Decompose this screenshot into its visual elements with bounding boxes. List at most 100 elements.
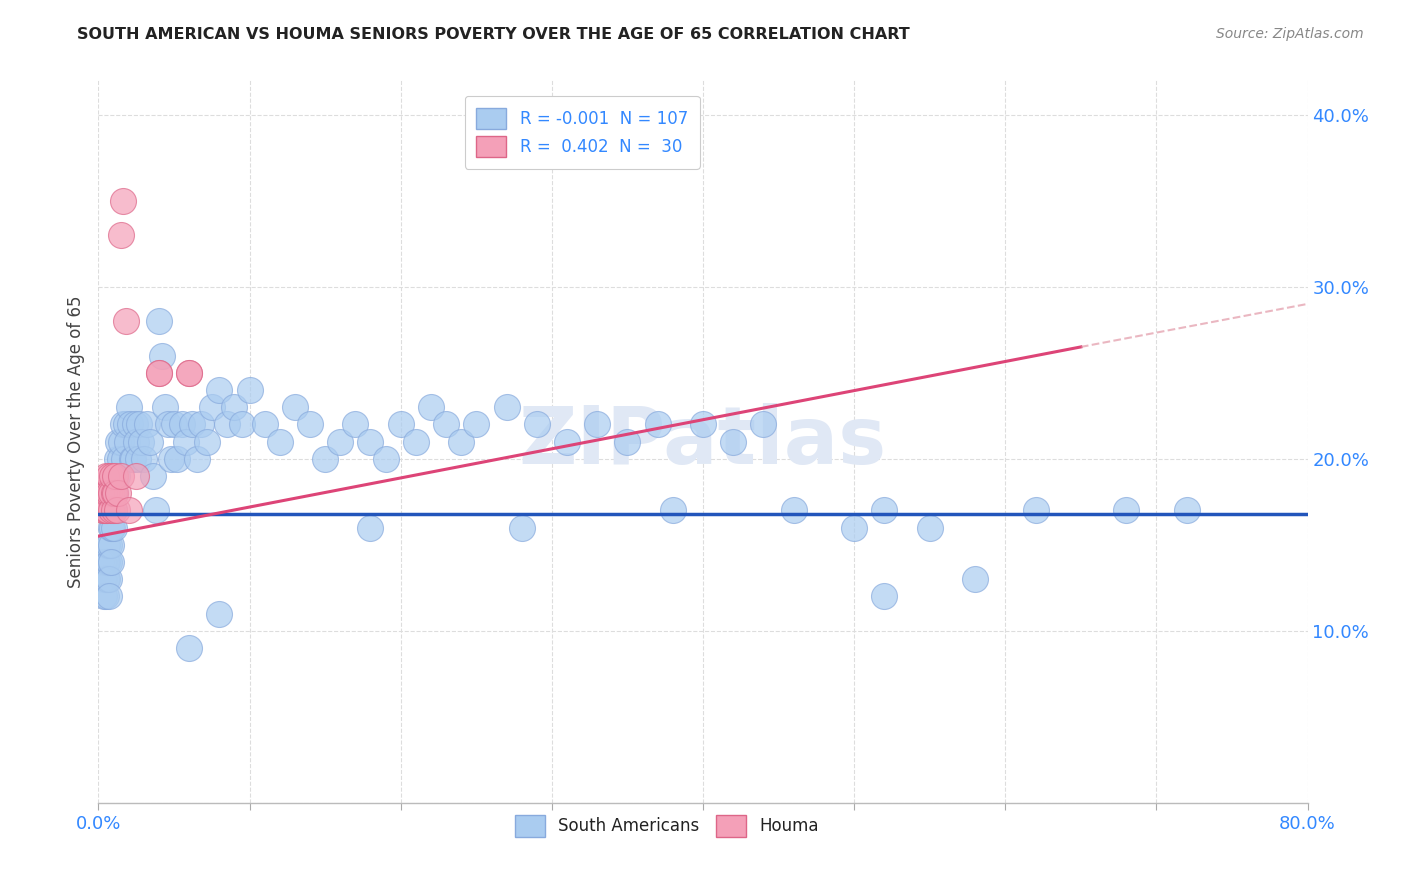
- Point: [166, 451, 188, 466]
- Point: [156, 417, 179, 432]
- Point: [374, 451, 396, 466]
- Point: [129, 434, 152, 449]
- Point: [284, 400, 307, 414]
- Point: [107, 486, 129, 500]
- Point: [110, 434, 132, 449]
- Point: [100, 538, 122, 552]
- Point: [104, 469, 127, 483]
- Point: [110, 469, 132, 483]
- Point: [124, 417, 146, 432]
- Point: [103, 520, 125, 534]
- Point: [179, 640, 201, 655]
- Point: [148, 366, 170, 380]
- Point: [125, 434, 148, 449]
- Point: [783, 503, 806, 517]
- Point: [103, 503, 125, 517]
- Point: [692, 417, 714, 432]
- Point: [495, 400, 517, 414]
- Point: [128, 417, 150, 432]
- Point: [510, 520, 533, 534]
- Point: [107, 434, 129, 449]
- Point: [465, 417, 488, 432]
- Point: [94, 486, 117, 500]
- Point: [844, 520, 866, 534]
- Point: [104, 486, 127, 500]
- Point: [110, 228, 132, 243]
- Point: [186, 451, 208, 466]
- Point: [100, 486, 122, 500]
- Point: [101, 503, 124, 517]
- Point: [122, 451, 145, 466]
- Point: [153, 400, 176, 414]
- Point: [344, 417, 367, 432]
- Point: [91, 572, 114, 586]
- Point: [100, 520, 122, 534]
- Point: [105, 451, 128, 466]
- Point: [93, 590, 115, 604]
- Point: [148, 366, 170, 380]
- Text: Source: ZipAtlas.com: Source: ZipAtlas.com: [1216, 27, 1364, 41]
- Point: [208, 383, 231, 397]
- Point: [208, 607, 231, 621]
- Point: [555, 434, 578, 449]
- Point: [179, 366, 201, 380]
- Point: [93, 486, 115, 500]
- Point: [132, 451, 155, 466]
- Point: [389, 417, 412, 432]
- Point: [111, 194, 134, 208]
- Point: [360, 520, 382, 534]
- Point: [127, 451, 149, 466]
- Point: [96, 572, 118, 586]
- Point: [94, 555, 117, 569]
- Point: [1115, 503, 1137, 517]
- Point: [104, 486, 127, 500]
- Point: [114, 314, 136, 328]
- Point: [723, 434, 745, 449]
- Point: [90, 555, 112, 569]
- Point: [121, 451, 143, 466]
- Point: [93, 503, 115, 517]
- Point: [139, 434, 162, 449]
- Point: [103, 486, 125, 500]
- Point: [103, 503, 125, 517]
- Point: [98, 486, 121, 500]
- Point: [873, 503, 896, 517]
- Point: [120, 417, 142, 432]
- Point: [420, 400, 443, 414]
- Point: [118, 400, 141, 414]
- Point: [224, 400, 246, 414]
- Y-axis label: Seniors Poverty Over the Age of 65: Seniors Poverty Over the Age of 65: [66, 295, 84, 588]
- Point: [125, 469, 148, 483]
- Point: [105, 503, 128, 517]
- Point: [239, 383, 262, 397]
- Point: [98, 590, 121, 604]
- Point: [114, 417, 136, 432]
- Point: [195, 434, 218, 449]
- Point: [91, 555, 114, 569]
- Point: [918, 520, 941, 534]
- Point: [329, 434, 352, 449]
- Point: [148, 314, 170, 328]
- Point: [112, 451, 135, 466]
- Point: [115, 434, 138, 449]
- Point: [111, 417, 134, 432]
- Point: [94, 555, 117, 569]
- Text: SOUTH AMERICAN VS HOUMA SENIORS POVERTY OVER THE AGE OF 65 CORRELATION CHART: SOUTH AMERICAN VS HOUMA SENIORS POVERTY …: [77, 27, 910, 42]
- Point: [100, 555, 122, 569]
- Point: [405, 434, 427, 449]
- Point: [170, 417, 193, 432]
- Point: [93, 555, 115, 569]
- Point: [1024, 503, 1046, 517]
- Point: [965, 572, 987, 586]
- Legend: South Americans, Houma: South Americans, Houma: [506, 807, 827, 845]
- Point: [1175, 503, 1198, 517]
- Point: [299, 417, 322, 432]
- Point: [98, 538, 121, 552]
- Point: [94, 572, 117, 586]
- Point: [269, 434, 291, 449]
- Point: [98, 555, 121, 569]
- Point: [91, 503, 114, 517]
- Point: [752, 417, 775, 432]
- Point: [103, 486, 125, 500]
- Point: [434, 417, 457, 432]
